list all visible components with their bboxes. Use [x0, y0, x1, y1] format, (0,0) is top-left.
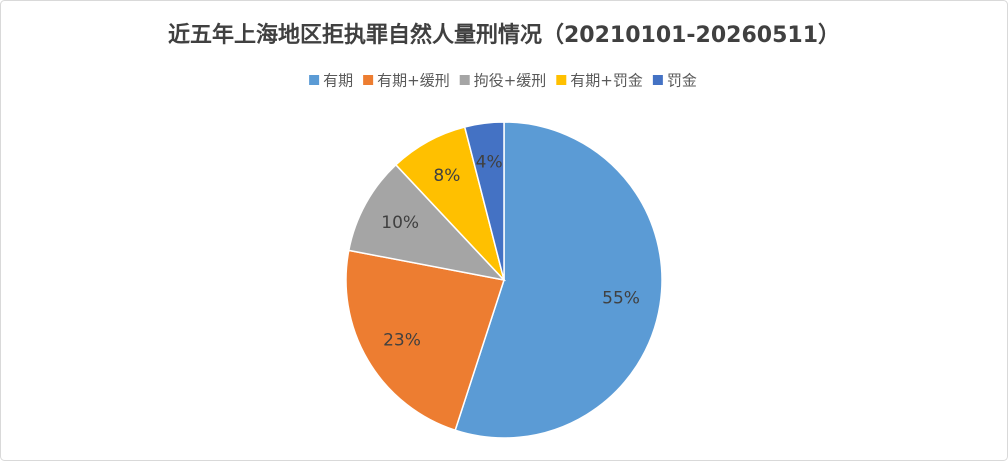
legend-swatch: [652, 75, 663, 85]
data-label: 23%: [383, 330, 421, 350]
legend-swatch: [363, 75, 374, 85]
pie-slice: [347, 163, 507, 282]
legend-swatch: [459, 75, 470, 85]
legend-label: 有期+罚金: [570, 72, 643, 90]
data-label: 10%: [381, 213, 419, 233]
legend-label: 有期: [323, 72, 353, 90]
chart-title: 近五年上海地区拒执罪自然人量刑情况（20210101-20260511）: [168, 22, 840, 48]
legend-swatch: [556, 75, 567, 85]
data-label: 55%: [602, 289, 640, 309]
pie-slice: [345, 249, 505, 432]
legend: 有期 有期+缓刑 拘役+缓刑 有期+罚金 罚金: [309, 72, 697, 90]
data-label: 8%: [433, 166, 460, 186]
legend-label: 拘役+缓刑: [474, 72, 547, 90]
data-label: 4%: [476, 152, 503, 172]
legend-label: 有期+缓刑: [377, 72, 450, 90]
pie-slice: [463, 121, 505, 281]
legend-swatch: [309, 75, 320, 85]
legend-label: 罚金: [667, 72, 697, 90]
pie-slice: [454, 121, 663, 439]
